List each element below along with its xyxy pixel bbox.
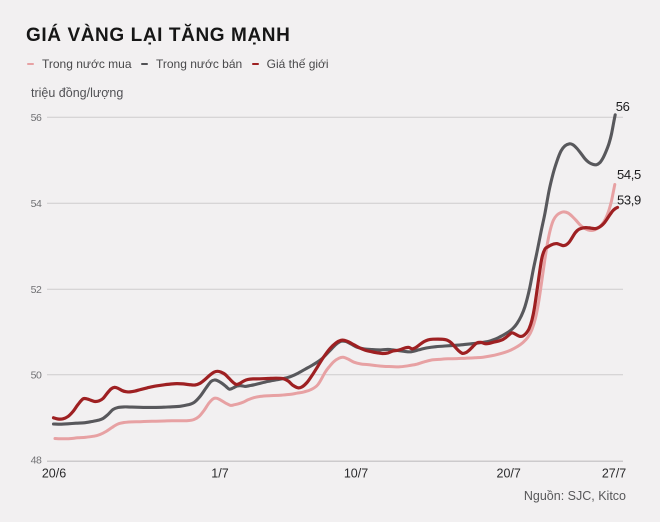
svg-text:27/7: 27/7 xyxy=(602,466,626,480)
svg-text:20/6: 20/6 xyxy=(42,466,66,480)
svg-text:54: 54 xyxy=(31,198,42,210)
svg-text:20/7: 20/7 xyxy=(497,466,521,480)
svg-text:50: 50 xyxy=(31,369,42,381)
svg-text:10/7: 10/7 xyxy=(344,466,368,480)
svg-text:56: 56 xyxy=(31,112,42,124)
svg-text:53,9: 53,9 xyxy=(617,193,641,208)
svg-text:48: 48 xyxy=(31,455,42,467)
svg-text:54,5: 54,5 xyxy=(617,167,641,182)
svg-text:56: 56 xyxy=(616,99,630,114)
svg-text:52: 52 xyxy=(31,284,42,296)
svg-text:1/7: 1/7 xyxy=(211,466,228,480)
